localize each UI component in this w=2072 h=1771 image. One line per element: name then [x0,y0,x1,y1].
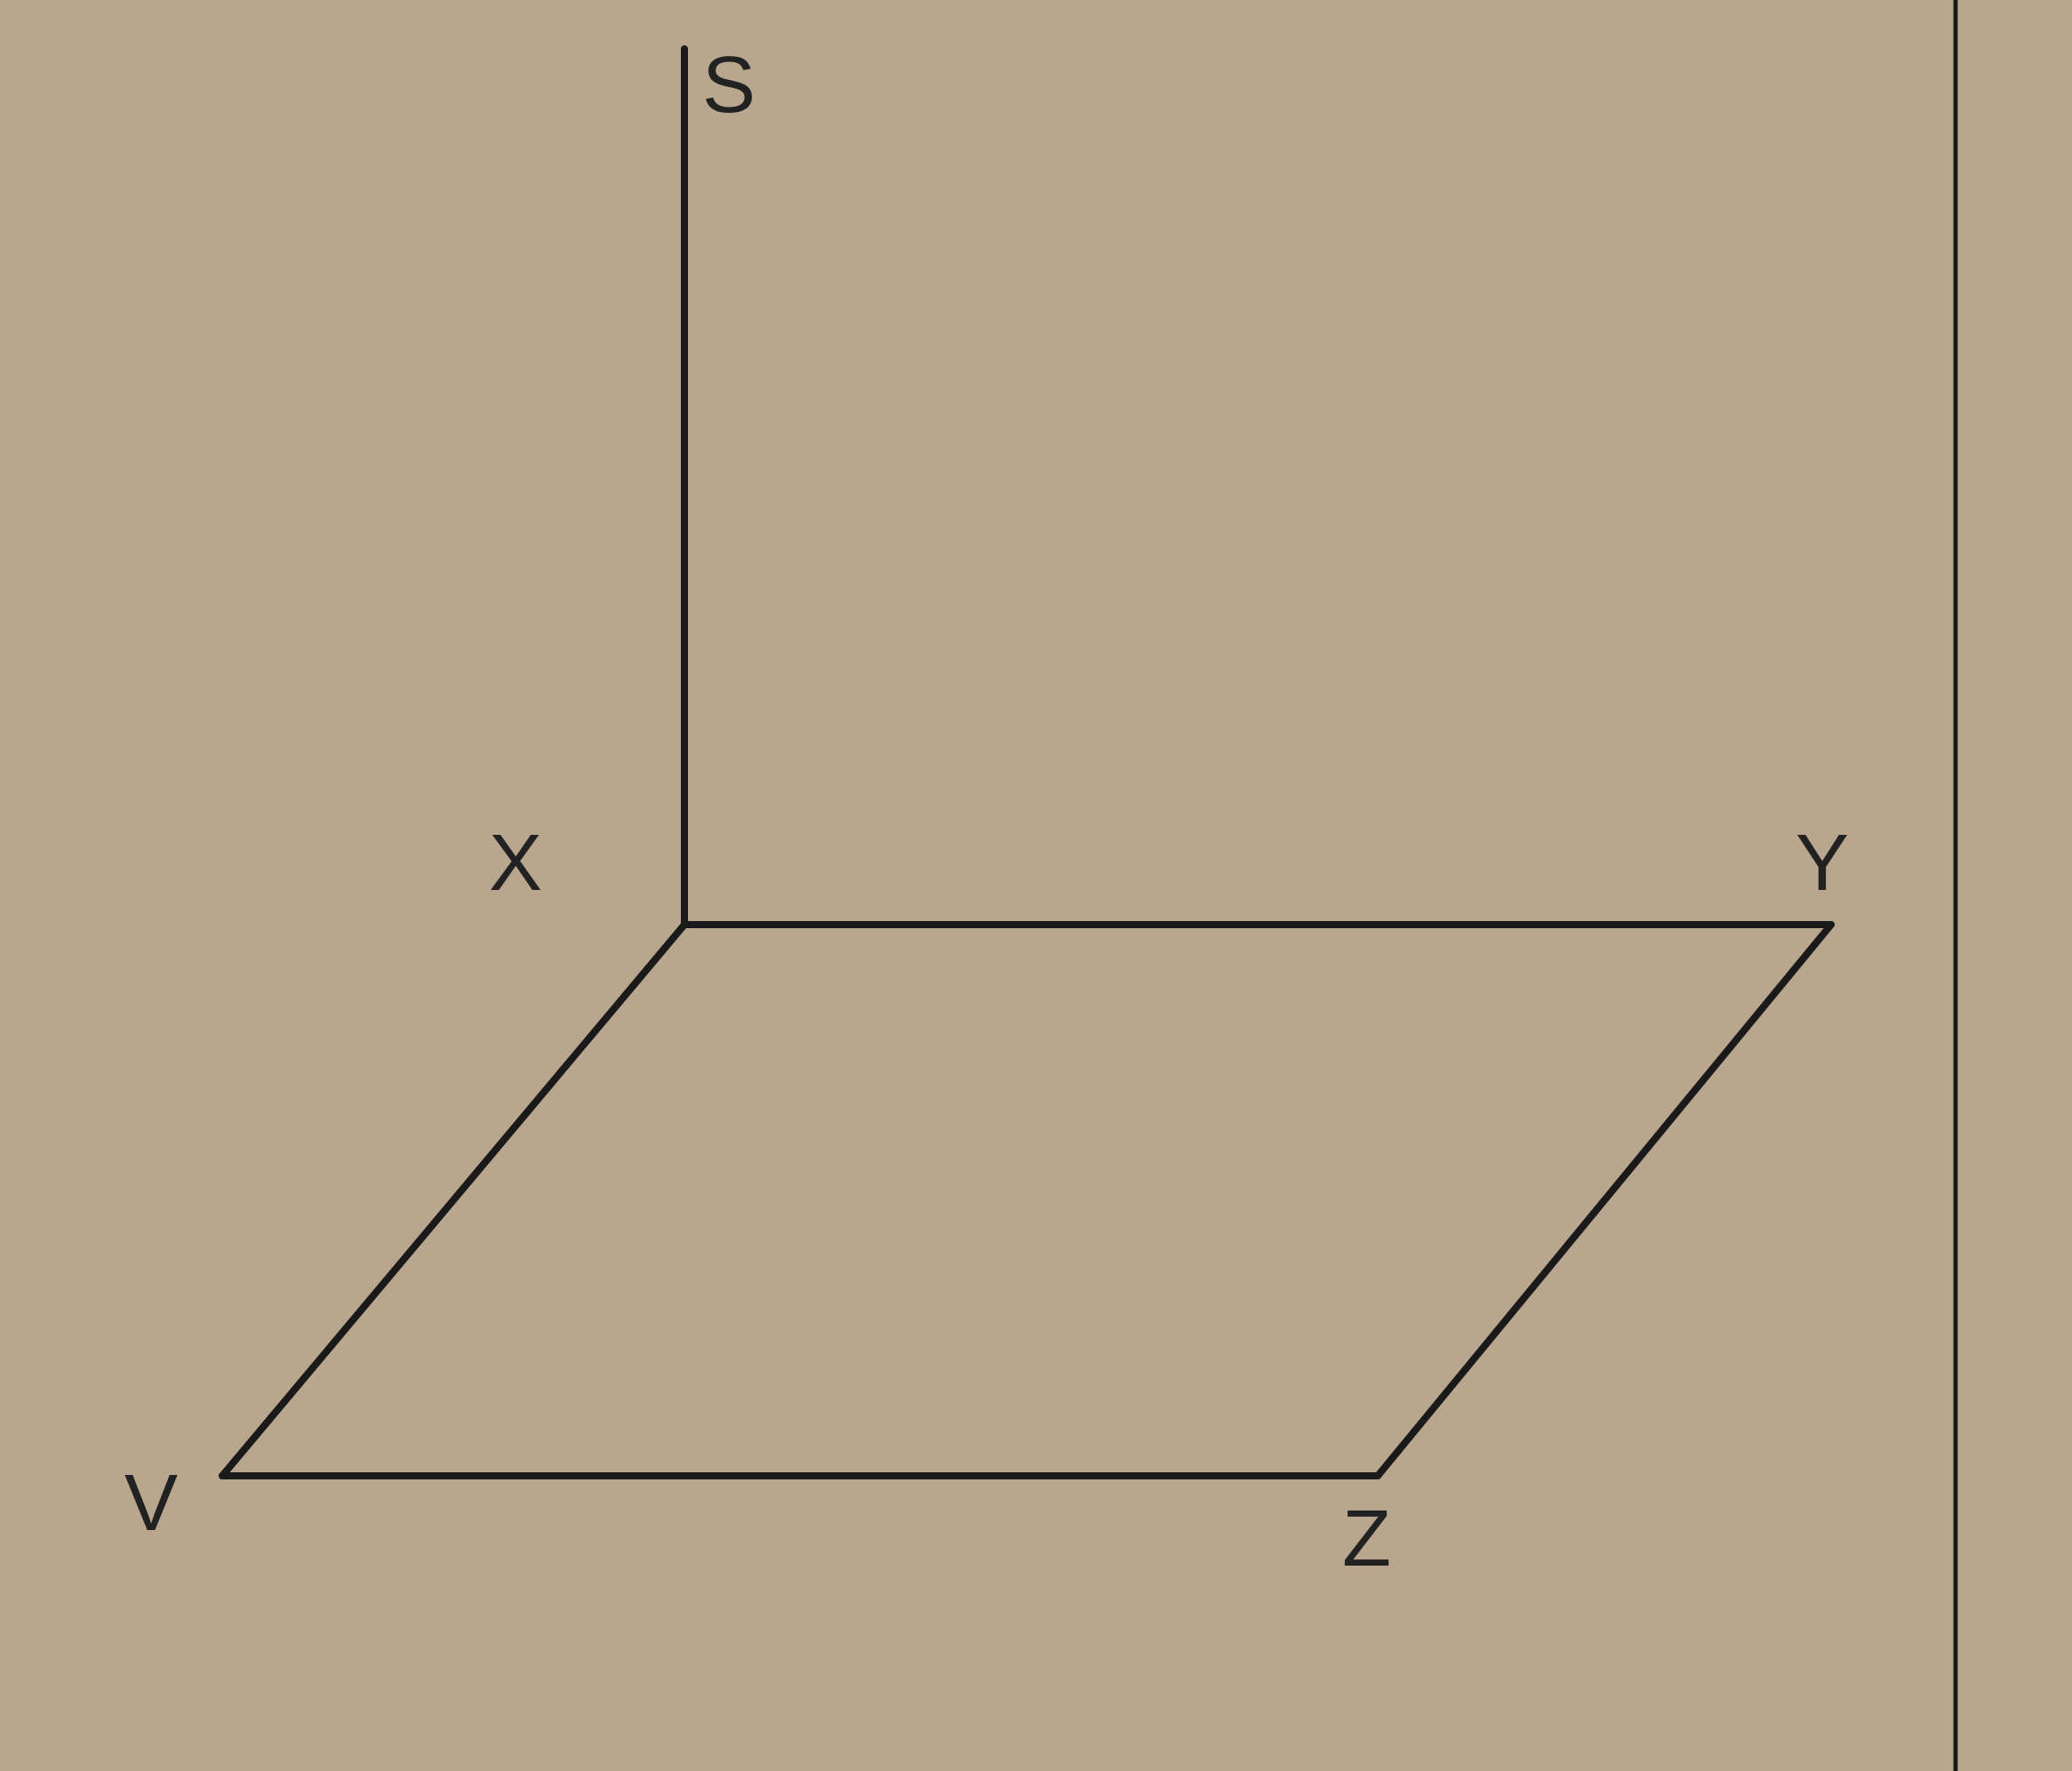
vertex-label-S: S [702,40,756,132]
edge-V-X [222,925,684,1476]
edge-Y-Z [1378,925,1831,1476]
geometry-svg [0,0,2072,1771]
vertex-label-Y: Y [1796,818,1849,910]
vertex-label-Z: Z [1342,1494,1391,1585]
vertex-label-X: X [489,818,542,910]
diagram-stage: S X Y Z V [0,0,2072,1771]
vertex-label-V: V [124,1458,178,1550]
